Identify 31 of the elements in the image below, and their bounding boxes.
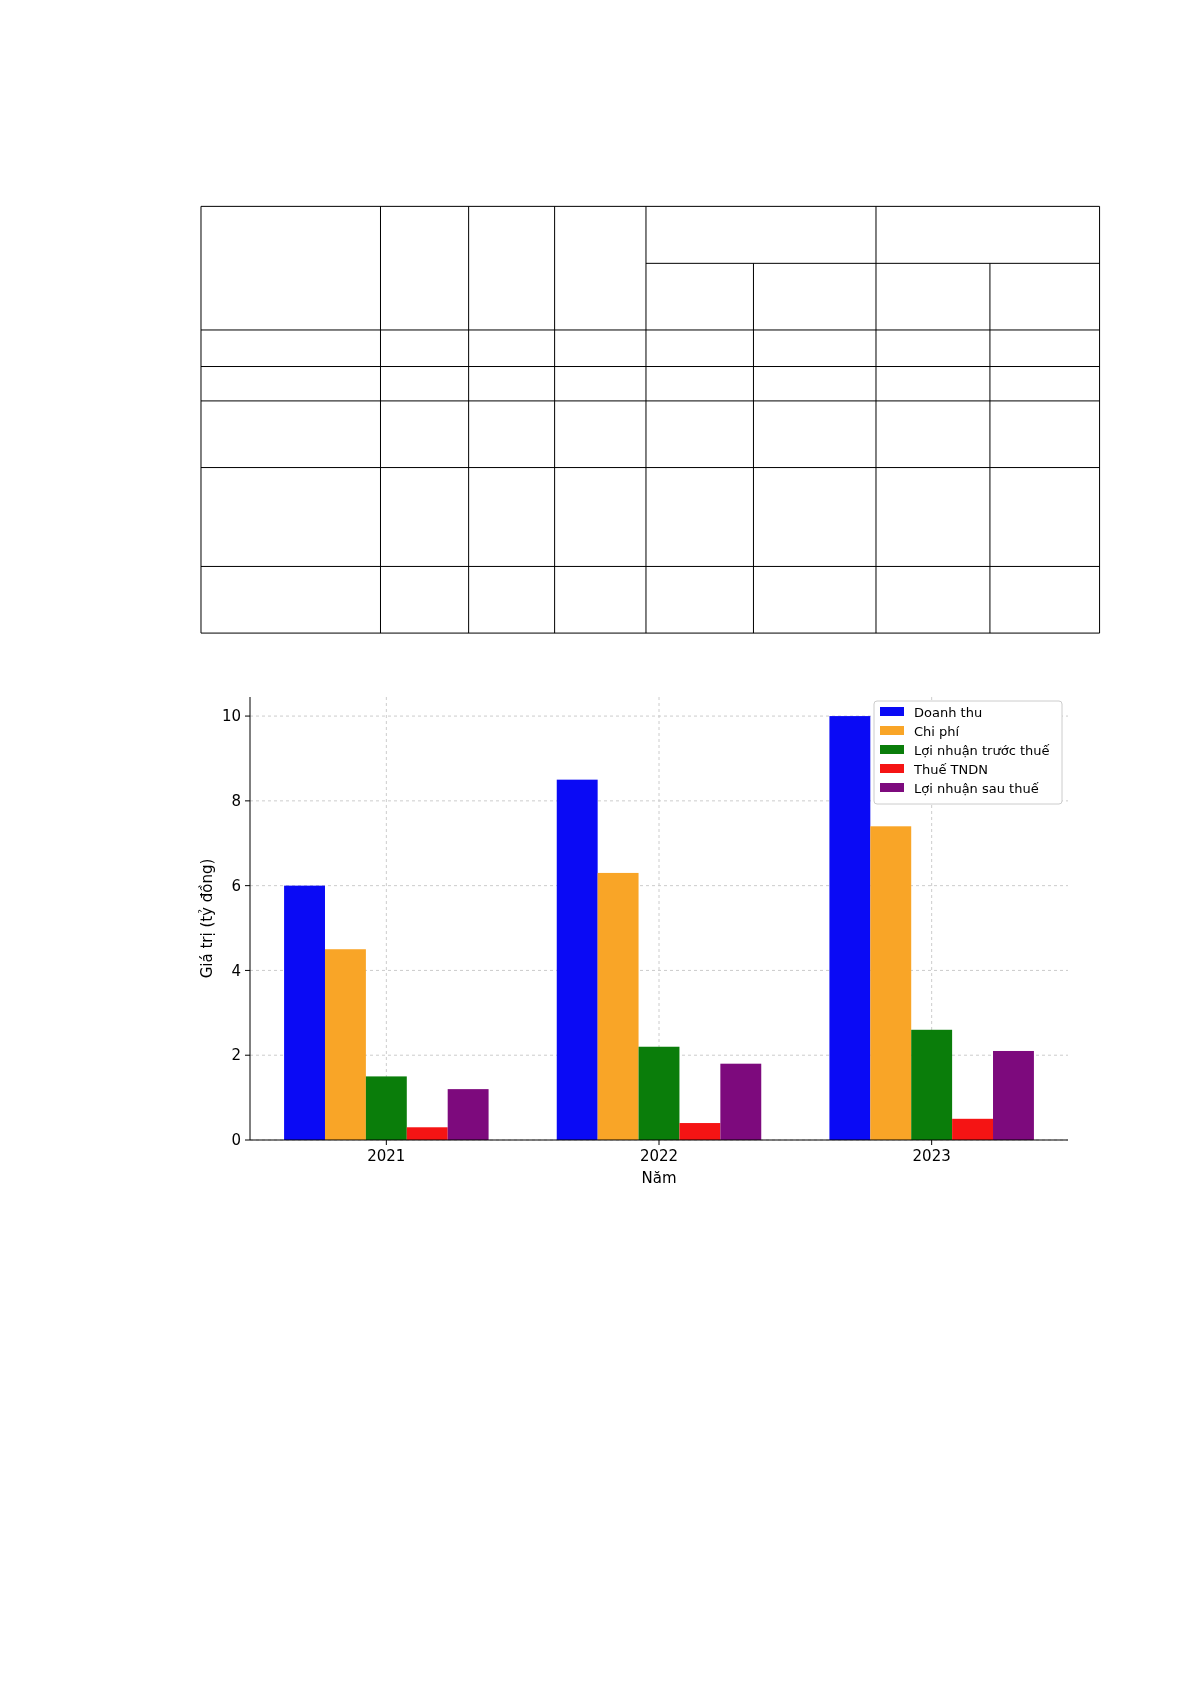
bar [638,1046,680,1140]
legend-label: Lợi nhuận sau thuế [914,780,1039,796]
legend-label: Chi phí [914,723,960,739]
y-tick-label: 6 [231,876,241,895]
y-tick-label: 4 [231,961,241,980]
legend-label: Doanh thu [914,704,983,720]
bar [597,872,639,1140]
y-tick-label: 8 [231,792,241,811]
x-tick-label: 2021 [367,1147,406,1165]
bar [720,1063,762,1140]
bar [911,1029,953,1140]
bar [556,779,598,1140]
x-tick-label: 2022 [639,1147,679,1165]
bar [993,1050,1034,1140]
bar [406,1127,448,1140]
bar [447,1089,489,1140]
bar [679,1123,721,1140]
bar [952,1118,994,1140]
y-tick-label: 0 [231,1131,241,1150]
legend-label: Lợi nhuận trước thuế [914,742,1050,758]
legend-label: Thuế TNDN [913,761,988,777]
y-tick-label: 10 [221,707,241,726]
bar [284,885,325,1140]
bar [829,716,871,1140]
bar [870,826,912,1140]
x-tick-label: 2023 [912,1147,951,1165]
bar [324,949,366,1140]
y-axis-title: Giá trị (tỷ đồng) [198,858,216,979]
y-tick-label: 2 [231,1046,241,1065]
bar [365,1076,407,1140]
x-axis-title: Năm [641,1169,677,1187]
